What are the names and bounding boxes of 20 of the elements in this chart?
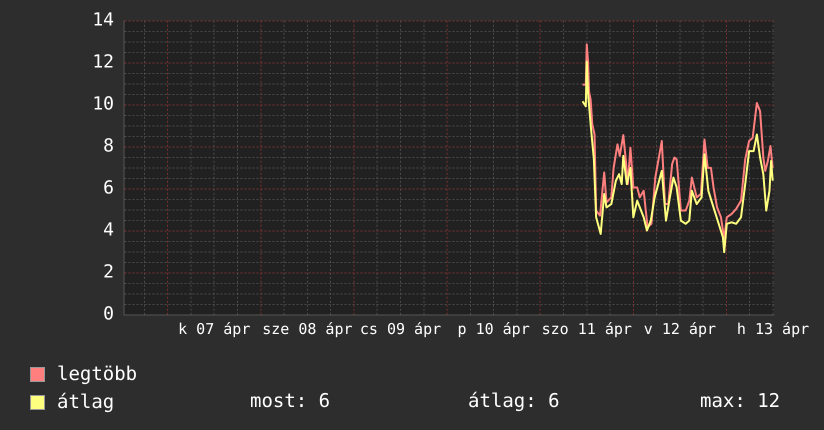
x-tick-label: k 07 ápr <box>178 320 250 338</box>
y-tick-label: 2 <box>103 262 114 283</box>
x-tick-label: szo 11 ápr <box>542 320 632 338</box>
y-tick-label: 14 <box>92 9 114 30</box>
x-tick-label: v 12 ápr <box>644 320 716 338</box>
legend-label: legtöbb <box>57 363 138 385</box>
text: max: 12 <box>700 390 780 412</box>
text: most: 6 <box>250 390 330 412</box>
y-tick-label: 8 <box>103 136 114 157</box>
y-tick-label: 0 <box>103 304 114 325</box>
x-tick-label: sze 08 ápr <box>262 320 353 338</box>
y-tick-label: 10 <box>92 94 114 115</box>
legend-label: átlag <box>57 391 114 413</box>
x-tick-label: cs 09 ápr <box>360 320 442 338</box>
y-tick-label: 12 <box>92 52 114 72</box>
y-tick-label: 4 <box>103 220 114 241</box>
text: átlag: 6 <box>468 390 560 412</box>
y-tick-label: 6 <box>103 178 114 199</box>
x-tick-label: p 10 ápr <box>458 320 530 338</box>
x-tick-label: h 13 ápr <box>736 320 810 338</box>
